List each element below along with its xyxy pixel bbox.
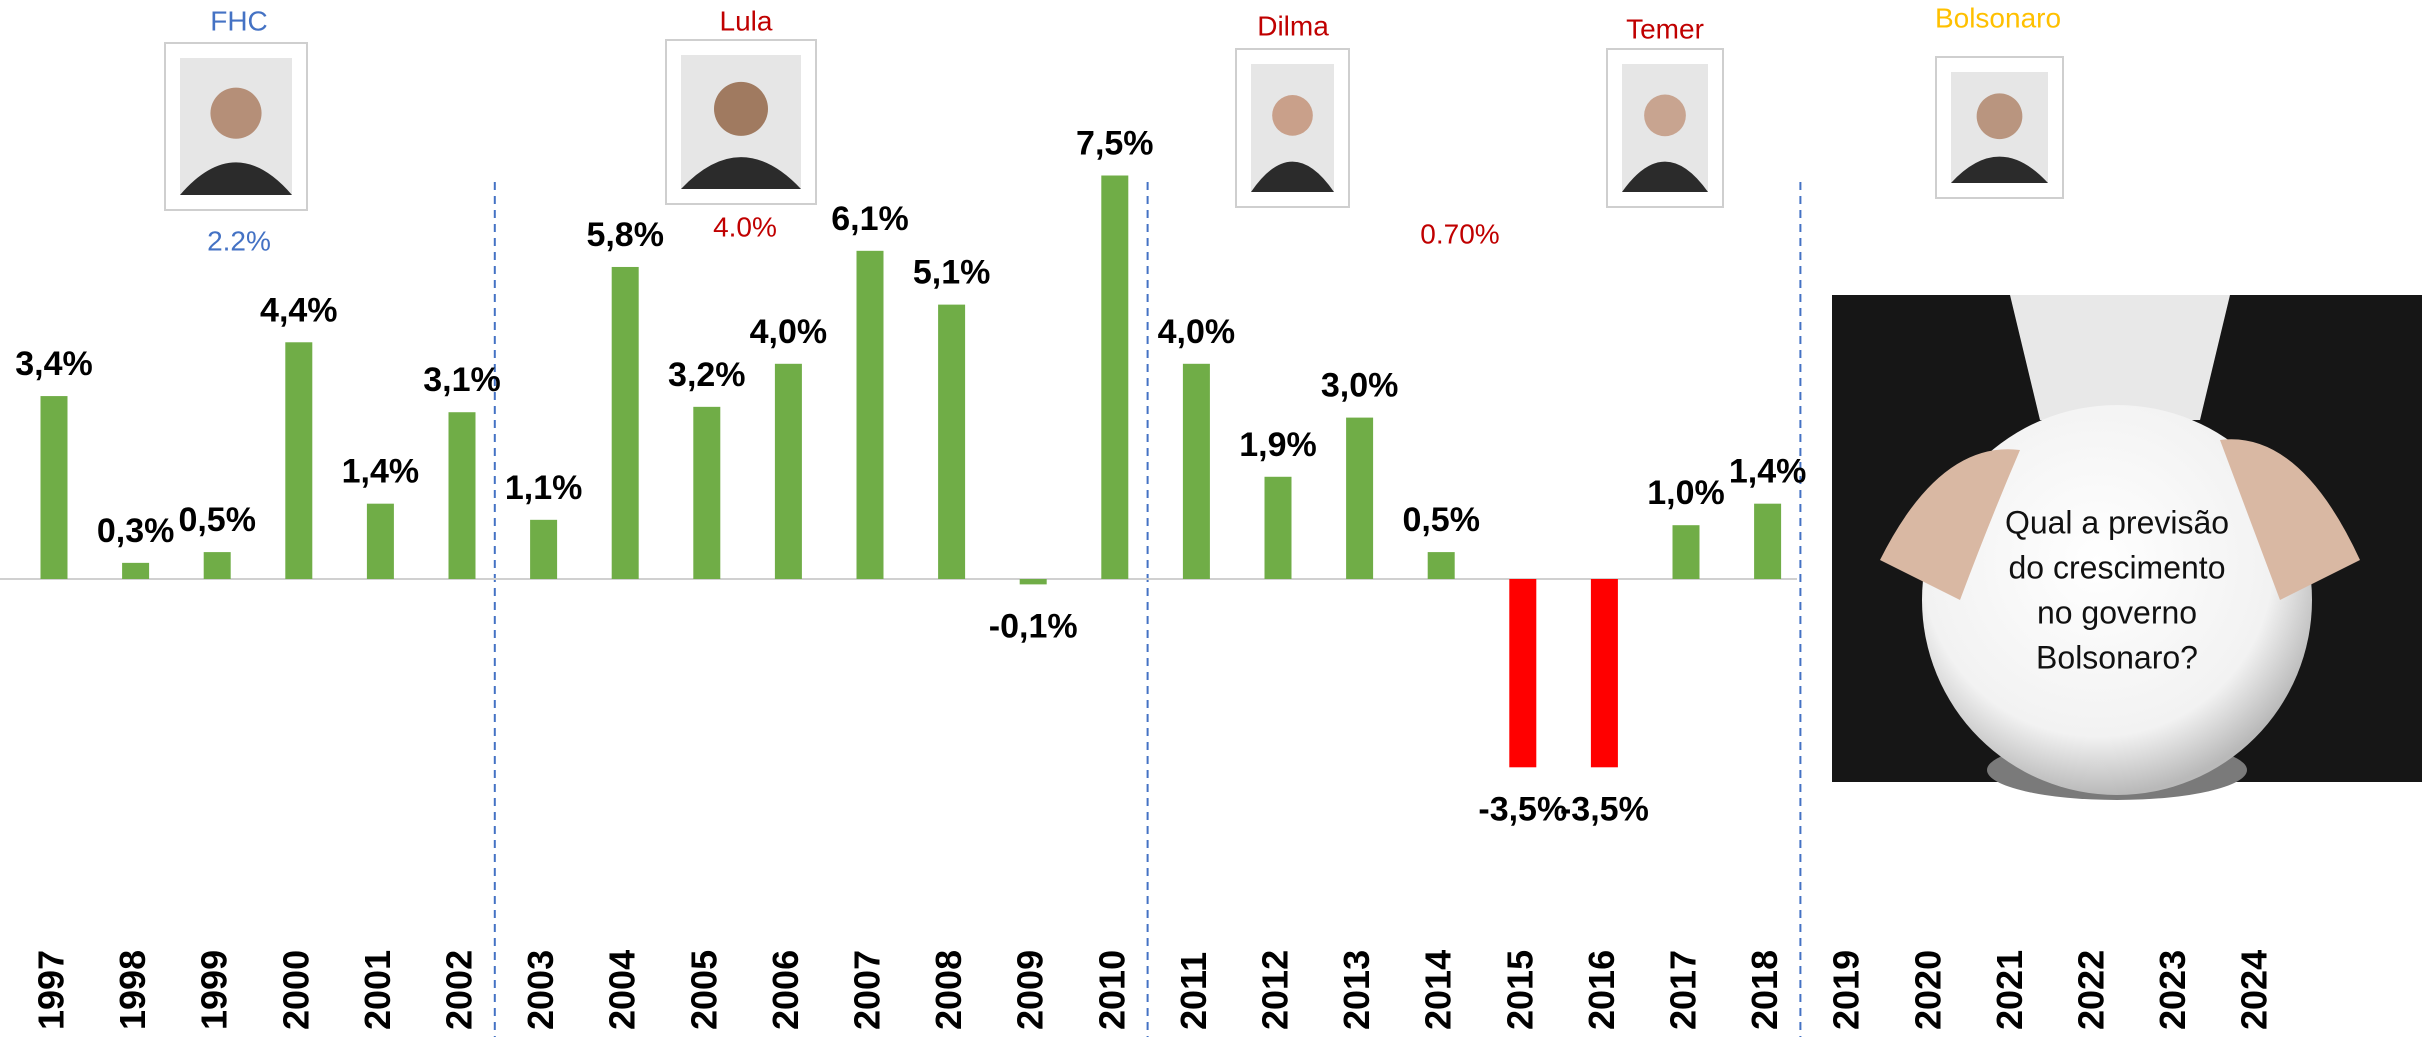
bar (285, 342, 313, 579)
x-tick-label: 2012 (1255, 950, 1296, 1030)
bar (774, 363, 802, 579)
value-label: 6,1% (831, 200, 909, 238)
bar (1101, 175, 1129, 579)
question-text: do crescimento (2009, 549, 2226, 585)
value-label: 1,4% (342, 453, 420, 491)
value-label: 0,5% (178, 501, 256, 539)
x-tick-label: 2006 (765, 950, 806, 1030)
value-label: 1,4% (1729, 453, 1807, 491)
bar (938, 304, 966, 579)
x-tick-label: 2005 (683, 950, 724, 1030)
x-tick-label: 2007 (847, 950, 888, 1030)
x-tick-label: 2021 (1989, 950, 2030, 1030)
value-label: 3,2% (668, 356, 746, 394)
photo-suit (1251, 161, 1334, 192)
x-tick-label: 2024 (2234, 950, 2275, 1030)
x-tick-label: 1997 (31, 950, 72, 1030)
value-label: -3,5% (1560, 790, 1649, 828)
bar (1264, 476, 1292, 579)
question-text: Qual a previsão (2005, 504, 2229, 540)
question-text: Bolsonaro? (2036, 639, 2198, 675)
value-label: 4,0% (750, 313, 828, 351)
value-label: 4,0% (1158, 313, 1236, 351)
value-label: -3,5% (1478, 790, 1567, 828)
value-label: 4,4% (260, 291, 338, 329)
photo-face (210, 87, 262, 139)
period-average: 2.2% (207, 225, 271, 256)
photo-face (714, 81, 768, 136)
value-label: 1,0% (1647, 474, 1725, 512)
x-tick-label: 2022 (2071, 950, 2112, 1030)
president-name: Dilma (1257, 10, 1329, 41)
photo-face (1976, 93, 2023, 140)
president-name: Lula (720, 5, 773, 36)
value-label: -0,1% (989, 607, 1078, 645)
photo-face (1272, 95, 1313, 136)
x-tick-label: 2015 (1499, 950, 1540, 1030)
question-text: no governo (2037, 594, 2197, 630)
bar (122, 562, 150, 579)
x-tick-label: 2008 (928, 950, 969, 1030)
bar (1754, 503, 1782, 579)
x-tick-label: 2020 (1907, 950, 1948, 1030)
bar (1427, 552, 1455, 579)
period-average: 0.70% (1420, 218, 1499, 249)
x-tick-label: 2002 (439, 950, 480, 1030)
photo-suit (1622, 161, 1708, 192)
value-label: 5,8% (586, 216, 664, 254)
photo-face (1644, 94, 1686, 137)
president-name: Bolsonaro (1935, 2, 2061, 33)
bar (1182, 363, 1210, 579)
bar (1509, 579, 1537, 768)
value-label: 5,1% (913, 254, 991, 292)
x-tick-label: 2010 (1091, 950, 1132, 1030)
bar (40, 396, 68, 579)
x-tick-label: 2013 (1336, 950, 1377, 1030)
crystal-ball-image (1832, 295, 2422, 800)
x-tick-label: 2000 (275, 950, 316, 1030)
bar (448, 412, 476, 579)
bar (1590, 579, 1618, 768)
bar (693, 406, 721, 579)
value-label: 1,9% (1239, 426, 1317, 464)
bar (366, 503, 394, 579)
value-label: 3,4% (15, 345, 93, 383)
x-tick-label: 2004 (602, 950, 643, 1030)
photo-suit (1951, 156, 2048, 183)
president-name: Temer (1626, 13, 1704, 44)
value-label: 1,1% (505, 469, 583, 507)
x-tick-label: 2017 (1663, 950, 1704, 1030)
value-label: 3,1% (423, 361, 501, 399)
x-tick-label: 2009 (1010, 950, 1051, 1030)
photo-suit (180, 162, 292, 195)
value-label: 7,5% (1076, 124, 1154, 162)
period-average: 4.0% (713, 211, 777, 242)
x-tick-label: 2011 (1173, 952, 1214, 1030)
bar (1019, 579, 1047, 585)
x-tick-label: 1998 (112, 950, 153, 1030)
x-tick-label: 2018 (1744, 950, 1785, 1030)
x-tick-label: 2014 (1418, 950, 1459, 1030)
value-label: 0,5% (1402, 501, 1480, 539)
bar (1346, 417, 1374, 579)
x-tick-label: 2001 (357, 950, 398, 1030)
x-tick-label: 2023 (2152, 950, 2193, 1030)
value-label: 0,3% (97, 512, 175, 550)
x-tick-label: 2003 (520, 950, 561, 1030)
president-name: FHC (210, 5, 268, 36)
photo-suit (681, 157, 801, 189)
x-tick-label: 2016 (1581, 950, 1622, 1030)
bar (203, 552, 231, 579)
value-label: 3,0% (1321, 367, 1399, 405)
bar (611, 266, 639, 579)
bar (1672, 525, 1700, 579)
x-tick-label: 1999 (194, 950, 235, 1030)
bar (856, 250, 884, 579)
x-tick-label: 2019 (1826, 950, 1867, 1030)
bar (530, 519, 558, 579)
